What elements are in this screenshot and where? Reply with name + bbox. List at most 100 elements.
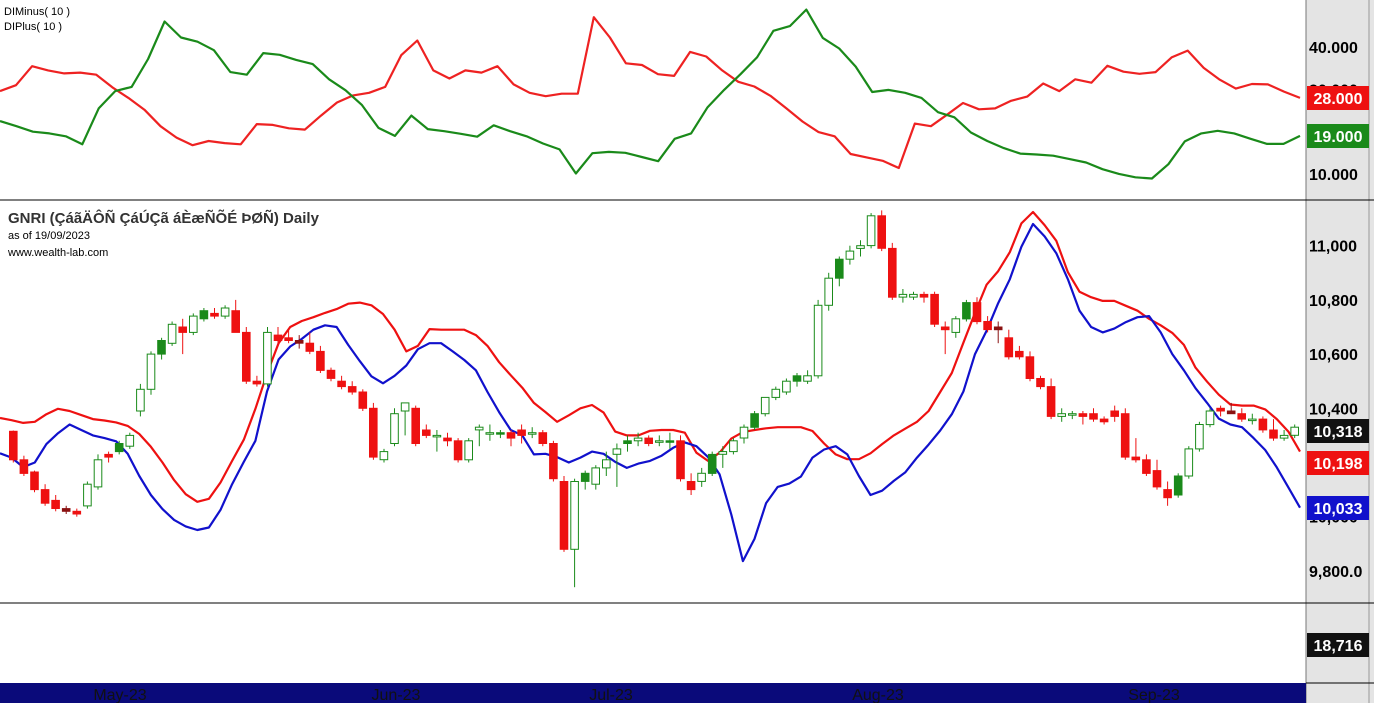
upper-band-line [0, 210, 1301, 503]
candle-body-down [19, 459, 29, 474]
candle-body-down [1099, 418, 1109, 423]
candle-body-down [30, 471, 39, 491]
candle-body-up [602, 459, 611, 469]
candle-body-down [1269, 429, 1278, 439]
candle-body-up [962, 302, 971, 320]
candle-body-up [485, 432, 495, 435]
candle-body-up [83, 483, 92, 507]
as-of-date: as of 19/09/2023 [8, 230, 90, 242]
candle-body-up [760, 396, 770, 415]
candle-body-down [210, 312, 219, 317]
candle-body-down [676, 440, 685, 480]
candle-body-up [580, 472, 590, 482]
upper-band-value-badge-bg [1307, 451, 1369, 475]
candle-body-down [1142, 459, 1151, 474]
candle-body-up [1248, 418, 1257, 422]
price-tick-label: 10,800 [1309, 293, 1358, 310]
candle-body-down [983, 321, 992, 331]
candle-body-up [125, 434, 135, 447]
candle-body-up [697, 472, 706, 482]
candle-body-down [453, 440, 463, 461]
candle-body-up [114, 443, 124, 453]
candle-body-up [951, 318, 961, 333]
candle-body-up [813, 304, 823, 377]
candle-body-down [284, 337, 293, 341]
candle-body-up [1205, 410, 1215, 426]
candle-body-down [644, 437, 654, 445]
candle-body-down [178, 326, 187, 333]
candle-body-up [824, 277, 834, 306]
candle-body-down [940, 326, 950, 331]
di-minus-value-badge: 28.000 [1314, 91, 1363, 108]
candle-body-up [1290, 426, 1300, 436]
value-badges: 28.000 19.000 10,318 10,198 10,033 [1307, 86, 1369, 520]
candle-body-down [1216, 407, 1225, 412]
candle-body-down [1237, 413, 1247, 420]
volume-badge: 18,716 [1314, 638, 1363, 655]
candle-body-up [263, 331, 272, 385]
candle-body-down [294, 340, 304, 344]
di-plus-line [0, 8, 1301, 180]
candle-body-up [379, 451, 389, 461]
candle-body-up [739, 426, 749, 439]
candle-body-down [422, 429, 431, 436]
candle-body-down [877, 215, 887, 249]
candle-body-down [1078, 413, 1088, 417]
indicator-tick-label: 40.000 [1309, 40, 1358, 57]
candle-body-down [347, 386, 357, 393]
price-tick-label: 10,600 [1309, 347, 1358, 364]
candle-body-up [771, 388, 781, 398]
band-lines [0, 210, 1301, 563]
candle-body-down [104, 453, 113, 458]
candle-body-up [527, 432, 537, 435]
candle-body-up [782, 380, 791, 393]
di-plus-value-badge-bg [1307, 124, 1369, 148]
legend-di-plus: DIPlus( 10 ) [4, 21, 62, 33]
candle-body-up [1195, 424, 1204, 450]
lower-band-line [0, 222, 1301, 563]
candle-body-down [549, 443, 558, 480]
candle-body-up [464, 440, 473, 461]
candle-body-down [1226, 410, 1236, 415]
candle-body-up [845, 250, 855, 260]
candle-body-down [369, 407, 378, 458]
price-scale-panel [1306, 0, 1374, 703]
candle-body-down [1120, 413, 1130, 458]
candle-body-up [1057, 413, 1067, 417]
candle-body-down [1110, 410, 1120, 417]
candle-body-down [242, 331, 251, 382]
candle-body-down [506, 432, 516, 439]
candle-body-up [909, 293, 918, 298]
candle-body-down [1046, 386, 1056, 417]
candle-body-down [316, 350, 325, 371]
candle-body-up [1184, 448, 1194, 477]
candle-body-up [136, 388, 145, 412]
candle-body-down [1163, 489, 1172, 499]
candle-body-down [443, 437, 452, 442]
candle-body-down [1131, 456, 1141, 461]
month-labels: May-23 Jun-23 Jul-23 Aug-23 Sep-23 [93, 687, 1180, 703]
candle-body-up [665, 440, 675, 443]
candle-body-up [189, 315, 198, 333]
month-label: Jul-23 [589, 687, 633, 703]
lower-band-value-badge-bg [1307, 496, 1369, 520]
candle-body-down [358, 391, 368, 409]
candle-body-down [273, 334, 283, 342]
indicator-tick-label: 10.000 [1309, 167, 1358, 184]
candle-body-up [718, 451, 728, 455]
website-label: www.wealth-lab.com [7, 247, 108, 259]
candle-body-down [972, 302, 982, 323]
legend-di-minus: DIMinus( 10 ) [4, 6, 70, 18]
month-label: May-23 [93, 687, 146, 703]
month-label: Aug-23 [852, 687, 904, 703]
price-tick-label: 11,000 [1309, 239, 1357, 256]
candle-body-up [432, 434, 442, 438]
candle-body-up [220, 307, 230, 317]
candle-body-down [686, 481, 696, 491]
close-value-badge: 10,318 [1314, 424, 1363, 441]
candle-body-down [411, 407, 420, 444]
candle-body-down [305, 342, 315, 352]
candle-body-up [1279, 434, 1289, 439]
candle-body-down [252, 380, 262, 385]
candle-body-up [655, 440, 664, 443]
